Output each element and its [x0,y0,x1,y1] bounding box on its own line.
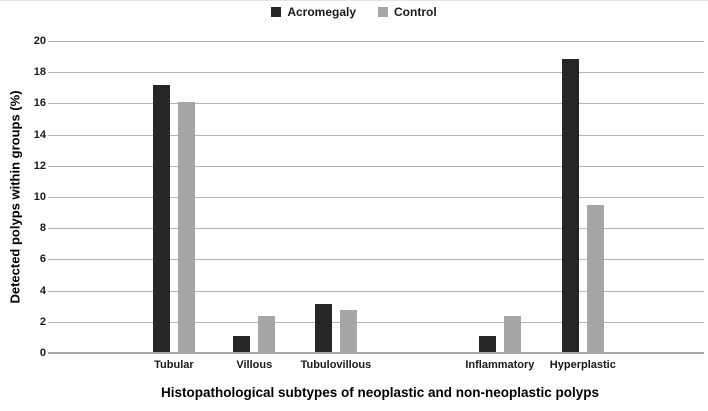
gridline [48,165,704,167]
bar-acromegaly-tubular [152,85,170,352]
y-tick-label: 10 [33,191,46,203]
y-tick-label: 14 [33,128,46,141]
gridline [48,72,704,74]
y-tick-label: 12 [33,159,46,172]
x-category-label-inflammatory: Inflammatory [465,359,535,371]
gridline [48,321,704,323]
y-tick-label: 20 [33,35,46,47]
legend-label: Control [394,5,437,19]
bar-acromegaly-hyperplastic [561,58,579,352]
chart-legend: Acromegaly Control [0,5,708,19]
bar-control-inflammatory [503,316,521,352]
bar-acromegaly-inflammatory [478,336,496,352]
gridline [48,103,704,105]
y-tick-label: 2 [39,315,46,328]
x-axis-title: Histopathological subtypes of neoplastic… [160,385,600,400]
bar-control-villous [258,316,276,352]
plot-area [48,41,704,354]
bar-acromegaly-tubulovillous [314,303,332,352]
bar-acromegaly-villous [233,336,251,352]
gridline [48,41,704,42]
legend-swatch-icon [271,7,282,17]
gridline [48,134,704,136]
x-category-label-hyperplastic: Hyperplastic [549,359,616,371]
x-category-label-tubulovillous: Tubulovillous [300,359,372,371]
x-category-label-tubular: Tubular [154,359,194,371]
x-axis-line [48,352,704,354]
x-category-label-villous: Villous [236,359,273,371]
y-tick-label: 4 [39,284,46,297]
gridline [48,290,704,292]
legend-item-acromegaly: Acromegaly [271,5,356,19]
legend-swatch-icon [378,7,389,17]
gridline [48,197,704,198]
gridline [48,259,704,261]
y-tick-label: 6 [39,253,46,266]
y-tick-label: 0 [39,347,46,359]
bar-control-hyperplastic [586,205,604,352]
y-tick-label: 8 [39,222,46,235]
bar-control-tubulovillous [339,309,357,352]
y-tick-label: 16 [33,97,46,110]
legend-label: Acromegaly [287,5,357,19]
y-tick-label: 18 [33,66,46,79]
legend-item-control: Control [378,5,437,19]
gridline [48,228,704,230]
bar-control-tubular [177,102,195,352]
